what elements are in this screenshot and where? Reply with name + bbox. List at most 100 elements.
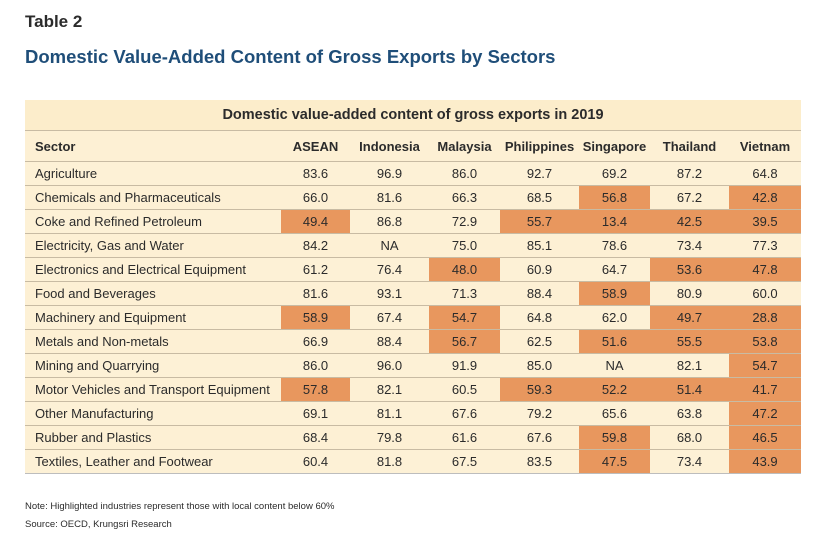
- column-header-philippines: Philippines: [500, 130, 579, 162]
- value-cell-singapore: 13.4: [579, 209, 650, 234]
- value-cell-malaysia: 75.0: [429, 233, 500, 258]
- column-header-asean: ASEAN: [281, 130, 350, 162]
- value-cell-philippines: 64.8: [500, 305, 579, 330]
- value-cell-thailand: 73.4: [650, 233, 729, 258]
- value-cell-asean: 69.1: [281, 401, 350, 426]
- value-cell-singapore: 51.6: [579, 329, 650, 354]
- value-cell-asean: 61.2: [281, 257, 350, 282]
- value-cell-asean: 49.4: [281, 209, 350, 234]
- value-cell-indonesia: 96.9: [350, 161, 429, 186]
- value-cell-thailand: 82.1: [650, 353, 729, 378]
- value-cell-vietnam: 41.7: [729, 377, 802, 402]
- value-cell-thailand: 68.0: [650, 425, 729, 450]
- value-cell-vietnam: 77.3: [729, 233, 802, 258]
- value-cell-indonesia: 93.1: [350, 281, 429, 306]
- header-row: Sector ASEAN Indonesia Malaysia Philippi…: [25, 130, 802, 162]
- table-row: Metals and Non-metals 66.9 88.4 56.7 62.5 51.…: [25, 329, 802, 354]
- source-note: Source: OECD, Krungsri Research: [25, 519, 172, 530]
- value-cell-indonesia: 76.4: [350, 257, 429, 282]
- value-cell-thailand: 63.8: [650, 401, 729, 426]
- sector-cell: Food and Beverages: [25, 281, 281, 306]
- value-cell-singapore: 62.0: [579, 305, 650, 330]
- page-title: Domestic Value-Added Content of Gross Ex…: [25, 46, 556, 67]
- value-cell-asean: 60.4: [281, 449, 350, 474]
- sector-cell: Motor Vehicles and Transport Equipment: [25, 377, 281, 402]
- value-cell-singapore: 52.2: [579, 377, 650, 402]
- value-cell-vietnam: 46.5: [729, 425, 802, 450]
- value-cell-philippines: 68.5: [500, 185, 579, 210]
- value-cell-indonesia: 82.1: [350, 377, 429, 402]
- sector-cell: Mining and Quarrying: [25, 353, 281, 378]
- value-cell-singapore: 47.5: [579, 449, 650, 474]
- value-cell-singapore: 69.2: [579, 161, 650, 186]
- value-cell-malaysia: 48.0: [429, 257, 500, 282]
- value-cell-asean: 83.6: [281, 161, 350, 186]
- value-cell-vietnam: 64.8: [729, 161, 802, 186]
- value-cell-asean: 86.0: [281, 353, 350, 378]
- value-cell-malaysia: 67.6: [429, 401, 500, 426]
- column-header-thailand: Thailand: [650, 130, 729, 162]
- value-cell-asean: 66.0: [281, 185, 350, 210]
- table-row: Motor Vehicles and Transport Equipment 57…: [25, 377, 802, 402]
- table-row: Coke and Refined Petroleum 49.4 86.8 72.9 55…: [25, 209, 802, 234]
- value-cell-thailand: 55.5: [650, 329, 729, 354]
- value-cell-thailand: 42.5: [650, 209, 729, 234]
- value-cell-indonesia: NA: [350, 233, 429, 258]
- table-label: Table 2: [25, 12, 83, 31]
- value-cell-malaysia: 66.3: [429, 185, 500, 210]
- table-row: Agriculture 83.6 96.9 86.0 92.7 69.2 87.2 64.8: [25, 161, 802, 186]
- value-cell-indonesia: 81.1: [350, 401, 429, 426]
- table-row: Textiles, Leather and Footwear 60.4 81.8 67…: [25, 449, 802, 474]
- column-header-singapore: Singapore: [579, 130, 650, 162]
- sector-cell: Textiles, Leather and Footwear: [25, 449, 281, 474]
- value-cell-asean: 66.9: [281, 329, 350, 354]
- value-cell-asean: 57.8: [281, 377, 350, 402]
- table-row: Rubber and Plastics 68.4 79.8 61.6 67.6 59.8 6…: [25, 425, 802, 450]
- table-row: Electronics and Electrical Equipment 61.2…: [25, 257, 802, 282]
- sector-cell: Chemicals and Pharmaceuticals: [25, 185, 281, 210]
- value-cell-indonesia: 81.8: [350, 449, 429, 474]
- value-cell-thailand: 80.9: [650, 281, 729, 306]
- value-cell-singapore: 64.7: [579, 257, 650, 282]
- value-cell-philippines: 59.3: [500, 377, 579, 402]
- value-cell-singapore: 59.8: [579, 425, 650, 450]
- table-row: Electricity, Gas and Water 84.2 NA 75.0 85.1…: [25, 233, 802, 258]
- value-cell-philippines: 60.9: [500, 257, 579, 282]
- sector-cell: Machinery and Equipment: [25, 305, 281, 330]
- table-row: Mining and Quarrying 86.0 96.0 91.9 85.0 NA 82…: [25, 353, 802, 378]
- value-cell-malaysia: 67.5: [429, 449, 500, 474]
- value-cell-malaysia: 86.0: [429, 161, 500, 186]
- value-cell-philippines: 88.4: [500, 281, 579, 306]
- value-cell-indonesia: 86.8: [350, 209, 429, 234]
- value-cell-indonesia: 81.6: [350, 185, 429, 210]
- value-cell-philippines: 83.5: [500, 449, 579, 474]
- value-cell-malaysia: 91.9: [429, 353, 500, 378]
- value-cell-philippines: 85.1: [500, 233, 579, 258]
- value-cell-malaysia: 60.5: [429, 377, 500, 402]
- value-cell-vietnam: 54.7: [729, 353, 802, 378]
- value-cell-thailand: 73.4: [650, 449, 729, 474]
- value-cell-thailand: 51.4: [650, 377, 729, 402]
- value-cell-vietnam: 43.9: [729, 449, 802, 474]
- value-cell-philippines: 67.6: [500, 425, 579, 450]
- value-cell-asean: 84.2: [281, 233, 350, 258]
- footnote: Note: Highlighted industries represent t…: [25, 501, 335, 512]
- table-row: Food and Beverages 81.6 93.1 71.3 88.4 58.9 80…: [25, 281, 802, 306]
- column-header-indonesia: Indonesia: [350, 130, 429, 162]
- value-cell-philippines: 92.7: [500, 161, 579, 186]
- value-cell-vietnam: 28.8: [729, 305, 802, 330]
- value-cell-singapore: 78.6: [579, 233, 650, 258]
- value-cell-malaysia: 71.3: [429, 281, 500, 306]
- value-cell-singapore: 56.8: [579, 185, 650, 210]
- sector-cell: Coke and Refined Petroleum: [25, 209, 281, 234]
- table-row: Chemicals and Pharmaceuticals 66.0 81.6 66.…: [25, 185, 802, 210]
- value-cell-asean: 68.4: [281, 425, 350, 450]
- sector-cell: Rubber and Plastics: [25, 425, 281, 450]
- column-header-vietnam: Vietnam: [729, 130, 802, 162]
- value-cell-vietnam: 47.2: [729, 401, 802, 426]
- value-cell-thailand: 49.7: [650, 305, 729, 330]
- sector-cell: Electricity, Gas and Water: [25, 233, 281, 258]
- value-cell-philippines: 55.7: [500, 209, 579, 234]
- value-cell-philippines: 79.2: [500, 401, 579, 426]
- value-cell-philippines: 62.5: [500, 329, 579, 354]
